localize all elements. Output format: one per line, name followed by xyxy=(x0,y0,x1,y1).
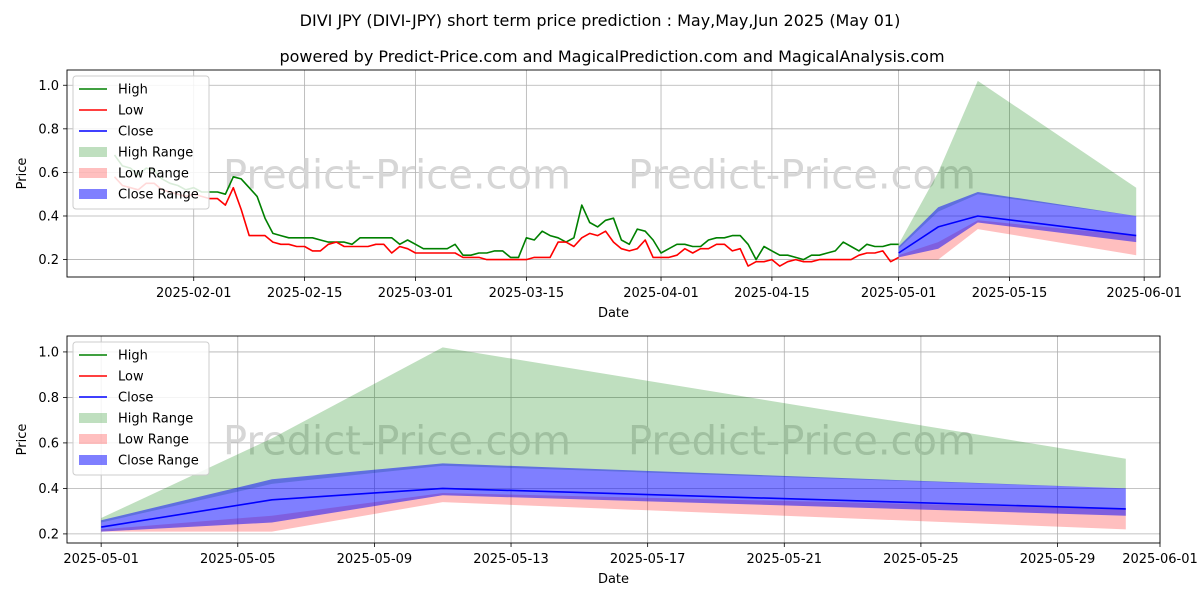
x-tick-label: 2025-05-21 xyxy=(747,552,823,567)
plot-area xyxy=(101,347,1126,532)
close-range-band xyxy=(898,192,1137,258)
x-tick-label: 2025-03-01 xyxy=(378,286,454,301)
close-range-band xyxy=(101,463,1126,532)
x-tick-label: 2025-04-15 xyxy=(734,286,810,301)
legend-label-high: High xyxy=(118,83,148,98)
legend-label-low: Low xyxy=(118,370,144,385)
legend-swatch-low-range xyxy=(79,168,107,178)
x-tick-label: 2025-06-01 xyxy=(1122,552,1198,567)
y-tick-label: 0.2 xyxy=(38,253,59,268)
watermark-text: Predict-Price.com xyxy=(628,419,976,465)
legend-label-close-range: Close Range xyxy=(118,188,199,203)
plot-area xyxy=(113,80,1137,267)
y-tick-label: 0.4 xyxy=(38,209,59,224)
legend-label-low-range: Low Range xyxy=(118,433,189,448)
high-range-band xyxy=(101,347,1126,523)
x-tick-label: 2025-05-01 xyxy=(63,552,139,567)
high-range-band xyxy=(898,80,1137,249)
y-tick-label: 0.2 xyxy=(38,527,59,542)
watermark-text: Predict-Price.com xyxy=(628,153,976,199)
low-series-line xyxy=(113,176,899,267)
chart-title: DIVI JPY (DIVI-JPY) short term price pre… xyxy=(300,11,901,30)
legend-label-low: Low xyxy=(118,104,144,119)
bottom-chart-panel: Predict-Price.com Predict-Price.com 2025-0… xyxy=(15,335,1198,587)
x-tick-label: 2025-05-17 xyxy=(610,552,686,567)
x-tick-label: 2025-02-15 xyxy=(267,286,343,301)
x-tick-label: 2025-05-25 xyxy=(883,552,959,567)
chart-subtitle: powered by Predict-Price.com and Magical… xyxy=(279,47,944,66)
x-tick-label: 2025-03-15 xyxy=(489,286,565,301)
legend-swatch-high-range xyxy=(79,147,107,157)
x-tick-label: 2025-05-15 xyxy=(972,286,1048,301)
watermark-text: Predict-Price.com xyxy=(223,153,571,199)
y-tick-label: 0.8 xyxy=(38,122,59,137)
legend: High Low Close High Range Low Range Close Ran… xyxy=(72,341,210,476)
x-tick-label: 2025-06-01 xyxy=(1106,286,1182,301)
x-tick-label: 2025-04-01 xyxy=(623,286,699,301)
legend-label-close-range: Close Range xyxy=(118,454,199,469)
x-tick-label: 2025-05-05 xyxy=(200,552,276,567)
y-tick-label: 0.6 xyxy=(38,166,59,181)
legend-swatch-high-range xyxy=(79,413,107,423)
high-series-line xyxy=(113,154,899,261)
legend-label-high: High xyxy=(118,349,148,364)
x-tick-label: 2025-05-29 xyxy=(1020,552,1096,567)
x-axis-label: Date xyxy=(598,572,629,587)
legend-label-high-range: High Range xyxy=(118,412,193,427)
x-tick-label: 2025-05-13 xyxy=(473,552,549,567)
x-tick-label: 2025-05-01 xyxy=(861,286,937,301)
axes-frame xyxy=(66,69,1161,278)
top-chart-panel: Predict-Price.com Predict-Price.com 2025-0… xyxy=(15,69,1182,321)
y-axis-label: Price xyxy=(15,424,30,456)
y-tick-label: 1.0 xyxy=(38,345,59,360)
legend: High Low Close High Range Low Range Close Ran… xyxy=(72,75,210,210)
legend-label-high-range: High Range xyxy=(118,146,193,161)
y-tick-label: 1.0 xyxy=(38,79,59,94)
y-axis-label: Price xyxy=(15,158,30,190)
x-tick-label: 2025-05-09 xyxy=(337,552,413,567)
axes-frame xyxy=(66,335,1161,544)
x-tick-label: 2025-02-01 xyxy=(156,286,232,301)
close-series-line xyxy=(898,215,1137,254)
watermark-text: Predict-Price.com xyxy=(223,419,571,465)
y-tick-label: 0.6 xyxy=(38,436,59,451)
y-tick-label: 0.4 xyxy=(38,482,59,497)
legend-swatch-low-range xyxy=(79,434,107,444)
legend-label-low-range: Low Range xyxy=(118,167,189,182)
legend-swatch-close-range xyxy=(79,189,107,199)
close-series-line xyxy=(101,487,1126,528)
legend-swatch-close-range xyxy=(79,455,107,465)
legend-label-close: Close xyxy=(118,125,153,140)
legend-label-close: Close xyxy=(118,391,153,406)
x-axis-label: Date xyxy=(598,306,629,321)
y-tick-label: 0.8 xyxy=(38,391,59,406)
